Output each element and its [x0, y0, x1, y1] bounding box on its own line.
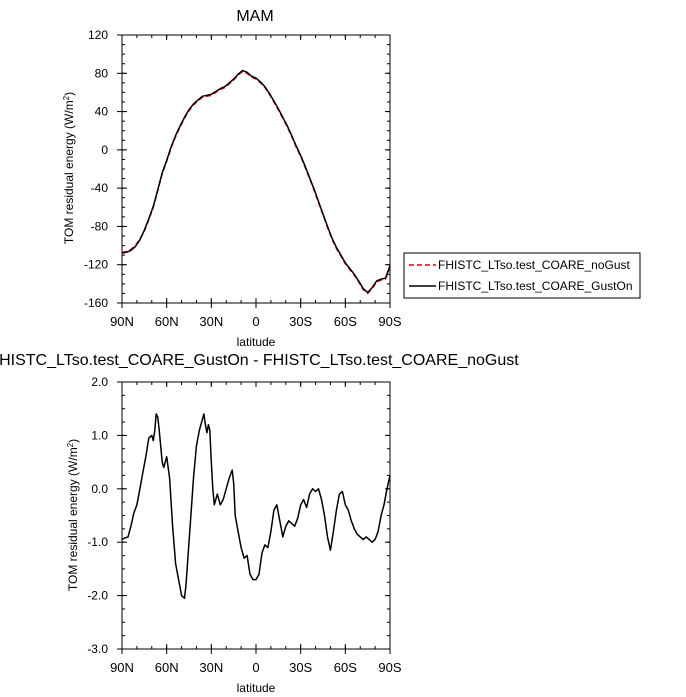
top-x-tick-label: 60S: [334, 314, 357, 329]
bottom-x-tick-label: 0: [252, 660, 259, 675]
top-series-line-1: [121, 69, 391, 294]
top-series-line-0: [121, 70, 391, 295]
top-x-tick-label: 30S: [289, 314, 312, 329]
bottom-x-axis-label: latitude: [237, 681, 276, 695]
top-x-tick-label: 90N: [110, 314, 134, 329]
top-y-tick-label: 40: [95, 105, 109, 119]
bottom-y-tick-label: -3.0: [87, 642, 108, 656]
bottom-panel: FHISTC_LTso.test_COARE_GustOn - FHISTC_L…: [0, 352, 519, 695]
bottom-x-tick-label: 90N: [110, 660, 134, 675]
top-x-tick-label: 90S: [378, 314, 401, 329]
top-y-tick-label: -40: [91, 181, 109, 195]
bottom-y-tick-label: -1.0: [87, 535, 108, 549]
bottom-x-tick-label: 30N: [199, 660, 223, 675]
top-x-axis-label: latitude: [237, 335, 276, 349]
bottom-plot-frame-group: 90N 60N 30N 0 30S 60S 90S -3.0 -2.0 -1.0 0.0 1.0 2.0: [87, 375, 402, 675]
bottom-x-tick-label: 30S: [289, 660, 312, 675]
top-x-tick-label: 60N: [155, 314, 179, 329]
top-y-axis-label: TOM residual energy (W/m2): [62, 92, 76, 244]
top-y-tick-label: 120: [88, 28, 108, 42]
top-x-tick-label: 0: [252, 314, 259, 329]
top-plot-frame-group: 90N 60N 30N 0 30S 60S 90S -160 -120 -80 -40 0 40 80 12…: [84, 28, 402, 329]
bottom-y-axis-label: TOM residual energy (W/m2): [66, 439, 80, 591]
bottom-y-tick-label: 2.0: [91, 375, 108, 389]
bottom-series-line-0: [121, 413, 391, 600]
top-chart-title: MAM: [236, 8, 273, 25]
bottom-x-tick-label: 60N: [155, 660, 179, 675]
top-x-tick-label: 30N: [199, 314, 223, 329]
top-y-tick-label: -80: [91, 219, 109, 233]
bottom-y-tick-label: -2.0: [87, 589, 108, 603]
bottom-x-tick-label: 60S: [334, 660, 357, 675]
legend: FHISTC_LTso.test_COARE_noGust FHISTC_LTs…: [403, 252, 641, 299]
bottom-series-group: [121, 413, 391, 600]
top-y-tick-label: -120: [84, 258, 108, 272]
legend-label-nogust: FHISTC_LTso.test_COARE_noGust: [438, 258, 631, 272]
legend-box: [403, 252, 641, 299]
legend-label-guston: FHISTC_LTso.test_COARE_GustOn: [438, 279, 633, 293]
top-panel: MAM 90N 60N 30N 0 30S 60S 90S -160 -120 -80 -40 0 40…: [62, 8, 641, 349]
bottom-y-tick-label: 1.0: [91, 428, 108, 442]
top-y-tick-label: 80: [95, 66, 109, 80]
top-y-tick-label: 0: [101, 143, 108, 157]
bottom-y-tick-label: 0.0: [91, 482, 108, 496]
bottom-chart-title: FHISTC_LTso.test_COARE_GustOn - FHISTC_L…: [0, 352, 519, 369]
top-plot-frame: [121, 34, 391, 304]
bottom-x-tick-label: 90S: [378, 660, 401, 675]
top-y-tick-label: -160: [84, 296, 108, 310]
top-series-group: [121, 69, 391, 295]
